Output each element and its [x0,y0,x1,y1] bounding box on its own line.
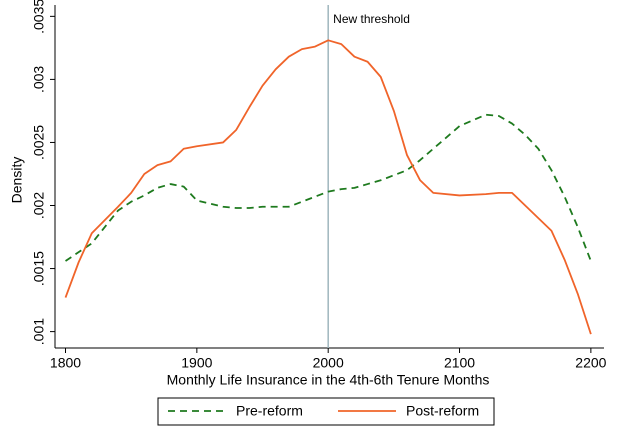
threshold-label: New threshold [333,12,410,26]
y-tick-label: .0025 [31,125,47,160]
series-line [64,39,592,335]
y-tick-label: .002 [31,192,47,219]
x-tick-label: 2000 [313,355,344,371]
y-tick-label: .0035 [31,0,47,34]
y-axis-label: Density [9,157,25,204]
y-tick-label: .001 [31,318,47,345]
legend-box [157,397,495,426]
y-tick-label: .003 [31,66,47,93]
x-tick-label: 1800 [50,355,81,371]
legend-label: Pre-reform [236,403,303,419]
x-axis-label: Monthly Life Insurance in the 4th-6th Te… [167,372,490,388]
series-line [65,113,592,262]
x-tick-label: 1900 [181,355,212,371]
y-tick-label: .0015 [31,251,47,286]
x-tick-label: 2100 [444,355,475,371]
x-tick-label: 2200 [575,355,606,371]
legend-label: Post-reform [406,403,479,419]
